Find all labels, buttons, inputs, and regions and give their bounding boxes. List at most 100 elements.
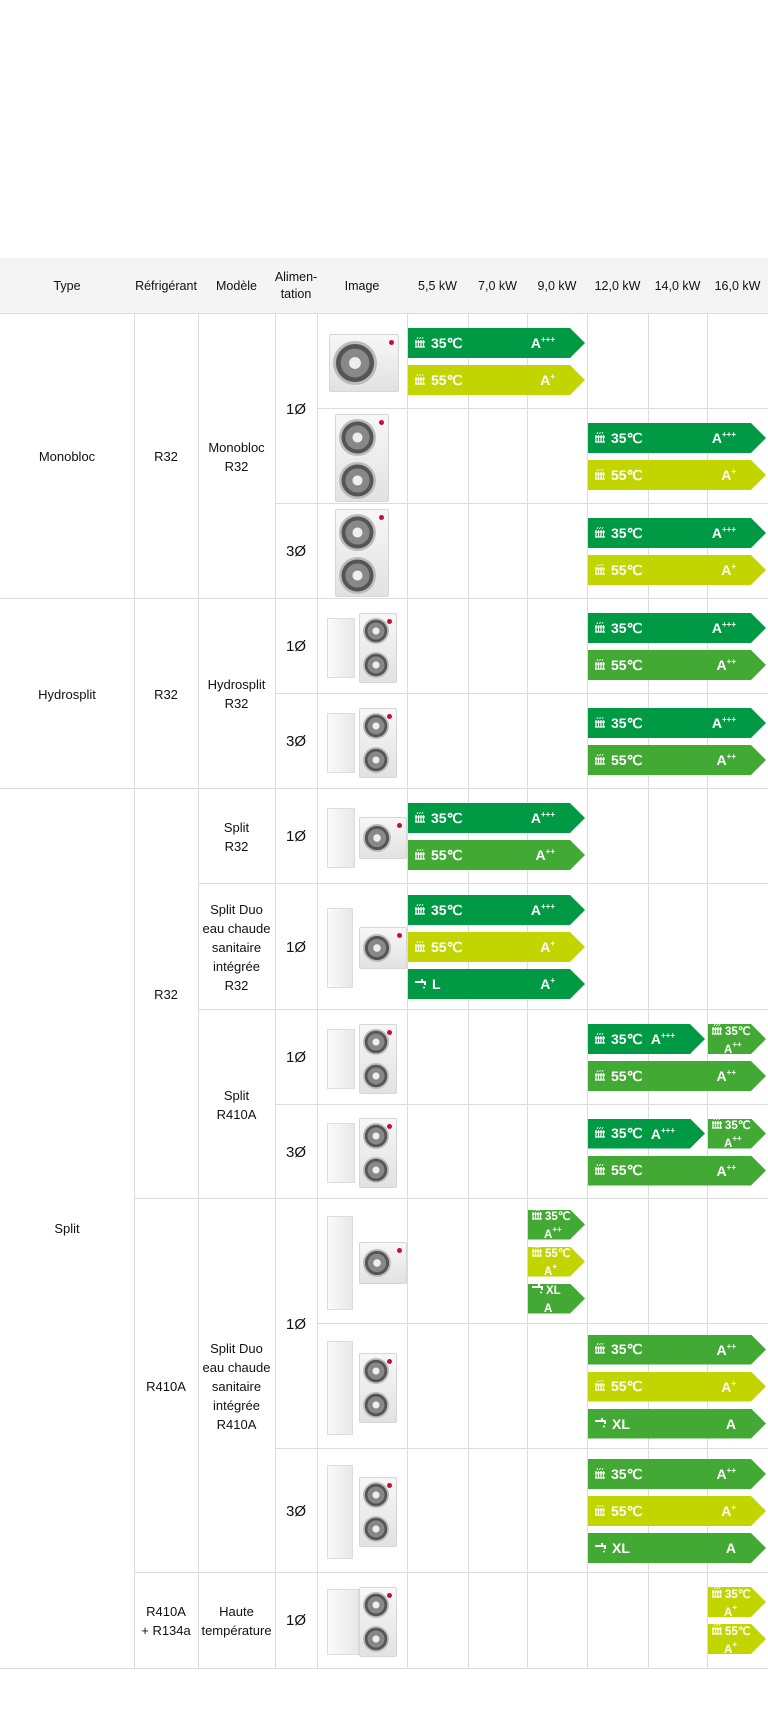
bar-label: 35℃	[611, 1030, 643, 1047]
bar-label: 55℃	[431, 938, 463, 955]
energy-label-bar: 55℃ A+	[588, 1372, 766, 1402]
energy-rating: A+++	[711, 430, 736, 446]
grid-line	[317, 693, 768, 694]
header-7: 9,0 kW	[537, 278, 577, 293]
product-image	[317, 1573, 407, 1668]
fan-icon	[363, 617, 389, 644]
energy-label-bar: 55℃ A++	[588, 1156, 766, 1186]
energy-rating: A+	[540, 372, 555, 388]
radiator-icon	[594, 431, 606, 446]
energy-rating: A	[725, 1540, 736, 1556]
model-cell: Hydrosplit R32	[198, 599, 275, 789]
outdoor-unit	[359, 1352, 397, 1423]
lg-logo	[397, 1247, 402, 1253]
energy-label-bar: 35℃ A+++	[588, 708, 766, 738]
fan-icon	[339, 513, 376, 551]
outdoor-unit	[359, 927, 407, 969]
bar-label: 55℃	[431, 846, 463, 863]
energy-label-bar: 35℃ A+++	[408, 895, 585, 925]
energy-rating: A+++	[711, 525, 736, 541]
fan-icon	[363, 746, 389, 773]
bar-label: 35℃	[431, 809, 463, 826]
energy-rating: A++	[535, 847, 555, 863]
radiator-icon	[594, 716, 606, 731]
radiator-icon	[414, 811, 426, 826]
energy-rating: A++	[716, 1068, 736, 1084]
power-cell: 1Ø	[275, 314, 317, 504]
energy-label-bar: XL A	[528, 1284, 585, 1314]
energy-label-bar: 35℃ A++	[588, 1335, 766, 1365]
radiator-icon	[594, 1126, 606, 1141]
grid-line	[317, 503, 768, 504]
model-cell: Monobloc R32	[198, 314, 275, 599]
bar-label: 35℃	[431, 901, 463, 918]
energy-label-bar: L A+	[408, 969, 585, 999]
energy-label-bar: 55℃ A+	[588, 1496, 766, 1526]
model-cell: Split Duo eau chaude sanitaire intégrée …	[198, 884, 275, 1010]
energy-label-bar: 35℃ A+++	[588, 423, 766, 453]
tap-icon	[414, 977, 427, 992]
radiator-icon	[414, 903, 426, 918]
refrigerant-cell: R32	[134, 599, 198, 789]
lg-logo	[387, 1029, 392, 1035]
lg-logo	[397, 933, 402, 938]
refrigerant-cell: R410A + R134a	[134, 1573, 198, 1668]
radiator-icon	[594, 1032, 606, 1047]
radiator-icon	[414, 940, 426, 955]
bar-label: 35℃	[611, 524, 643, 541]
fan-icon	[363, 712, 389, 739]
radiator-icon	[594, 526, 606, 541]
outdoor-unit	[329, 333, 399, 392]
header-3: Alimen- tation	[274, 270, 318, 301]
bar-label: 35℃	[611, 429, 643, 446]
energy-rating: A++	[716, 1162, 736, 1179]
grid-line	[317, 1323, 768, 1324]
fan-icon	[363, 1028, 389, 1055]
grid-line	[317, 1104, 768, 1105]
energy-label-bar: 55℃ A+	[708, 1624, 766, 1654]
bar-label: 35℃	[545, 1211, 571, 1223]
energy-label-bar: 35℃ A+++	[588, 613, 766, 643]
radiator-icon	[594, 1504, 606, 1519]
fan-icon	[363, 651, 389, 678]
model-cell: Haute température	[198, 1573, 275, 1668]
bar-label: 35℃	[611, 1465, 643, 1482]
energy-rating: A+++	[711, 715, 736, 731]
energy-rating: A+	[540, 976, 555, 992]
indoor-unit	[327, 1215, 353, 1310]
bar-label: 55℃	[611, 1067, 643, 1084]
outdoor-unit	[359, 1477, 397, 1547]
product-image	[317, 409, 407, 504]
energy-rating: A+	[544, 1262, 557, 1278]
tap-icon	[531, 1286, 544, 1297]
model-cell: Split R32	[198, 789, 275, 884]
indoor-unit	[327, 1028, 355, 1089]
outdoor-unit	[359, 1023, 397, 1094]
indoor-unit	[327, 1465, 353, 1559]
grid-line	[275, 314, 276, 1668]
header-6: 7,0 kW	[478, 278, 517, 293]
energy-label-bar: 35℃ A+++	[588, 1119, 705, 1149]
fan-icon	[363, 1357, 389, 1384]
radiator-icon	[594, 563, 606, 578]
header-8: 12,0 kW	[594, 278, 641, 293]
fan-icon	[339, 556, 376, 594]
energy-rating: A++	[716, 1466, 736, 1482]
energy-label-bar: 35℃ A+	[708, 1587, 766, 1617]
model-cell: Split R410A	[198, 1010, 275, 1199]
power-cell: 1Ø	[275, 1573, 317, 1668]
indoor-unit	[327, 908, 353, 988]
fan-icon	[363, 1482, 389, 1508]
radiator-icon	[414, 336, 426, 351]
grid-line	[317, 314, 318, 1668]
power-cell: 3Ø	[275, 504, 317, 599]
power-cell: 1Ø	[275, 599, 317, 694]
energy-label-bar: 55℃ A+	[408, 932, 585, 962]
fan-icon	[339, 461, 376, 499]
energy-rating: A+++	[711, 620, 736, 636]
fan-icon	[363, 1516, 389, 1542]
energy-label-bar: XL A	[588, 1409, 766, 1439]
bar-label: 35℃	[431, 334, 463, 351]
energy-label-bar: 55℃ A+	[588, 555, 766, 585]
grid-line	[317, 1009, 768, 1010]
